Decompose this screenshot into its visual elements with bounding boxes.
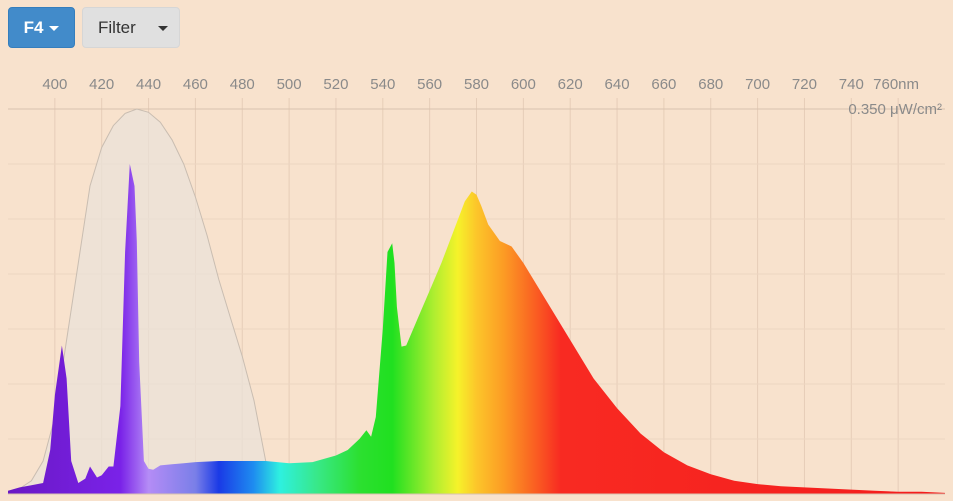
x-tick-label: 580 [464,76,489,93]
spectrum-area [8,164,945,494]
x-axis-ticks: 400 420 440 460 480 500 520 540 560 580 600 620 640 6… [42,76,919,93]
x-tick-label: 480 [230,76,255,93]
y-max-label: 0.350 μW/cm² [848,101,942,118]
filter-dropdown-button[interactable]: Filter [82,7,180,48]
x-tick-label: 680 [698,76,723,93]
x-tick-label: 740 [839,76,864,93]
x-tick-label: 460 [183,76,208,93]
x-tick-label: 520 [323,76,348,93]
x-tick-label: 400 [42,76,67,93]
illuminant-label: F4 [23,17,44,37]
series-layer [7,108,945,495]
filter-label: Filter [98,17,136,37]
x-tick-label: 700 [745,76,770,93]
x-tick-label: 720 [792,76,817,93]
x-tick-label: 440 [136,76,161,93]
x-tick-label: 640 [605,76,630,93]
x-tick-label: 760nm [873,76,919,93]
x-tick-label: 600 [511,76,536,93]
x-tick-label: 420 [89,76,114,93]
caret-down-icon [49,26,60,31]
x-tick-label: 540 [370,76,395,93]
caret-down-icon [157,26,168,31]
x-tick-label: 500 [277,76,302,93]
illuminant-dropdown-button[interactable]: F4 [8,7,75,48]
x-tick-label: 660 [651,76,676,93]
x-tick-label: 620 [558,76,583,93]
x-tick-label: 560 [417,76,442,93]
